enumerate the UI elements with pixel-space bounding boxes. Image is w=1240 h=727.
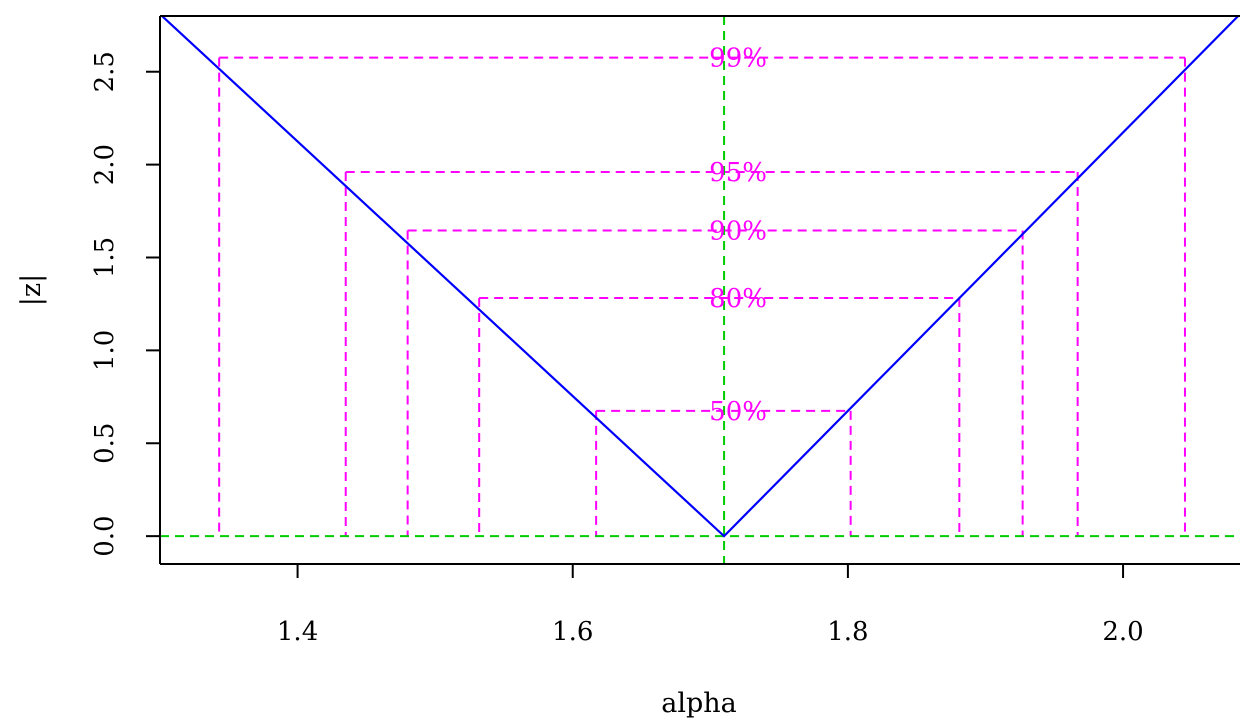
- x-tick-label-1: 1.6: [552, 617, 593, 647]
- y-tick-label-0: 0.0: [90, 515, 120, 556]
- plot-area: [160, 16, 1240, 564]
- labels: 50% 80% 90% 95% 99%: [709, 44, 767, 427]
- ci-label-0: 50%: [709, 397, 767, 427]
- x-tick-label-3: 2.0: [1102, 617, 1143, 647]
- z-curve-line: [160, 16, 1240, 538]
- ci-label-2: 90%: [709, 217, 767, 247]
- ci-label-3: 95%: [709, 158, 767, 188]
- y-axis-title: |z|: [16, 274, 47, 306]
- y-tick-label-3: 1.5: [90, 237, 120, 278]
- x-tick-label-0: 1.4: [277, 617, 318, 647]
- y-tick-label-2: 1.0: [90, 330, 120, 371]
- ci-label-4: 99%: [709, 44, 767, 74]
- y-tick-label-4: 2.0: [90, 144, 120, 185]
- x-axis-title: alpha: [661, 688, 737, 719]
- axes: 1.4 1.6 1.8 2.0 0.0 0.5 1.0 1.5 2.0 2.5: [90, 15, 1240, 647]
- y-tick-label-1: 0.5: [90, 423, 120, 464]
- x-tick-label-2: 1.8: [827, 617, 868, 647]
- ci-label-1: 80%: [709, 284, 767, 314]
- y-tick-label-5: 2.5: [90, 51, 120, 92]
